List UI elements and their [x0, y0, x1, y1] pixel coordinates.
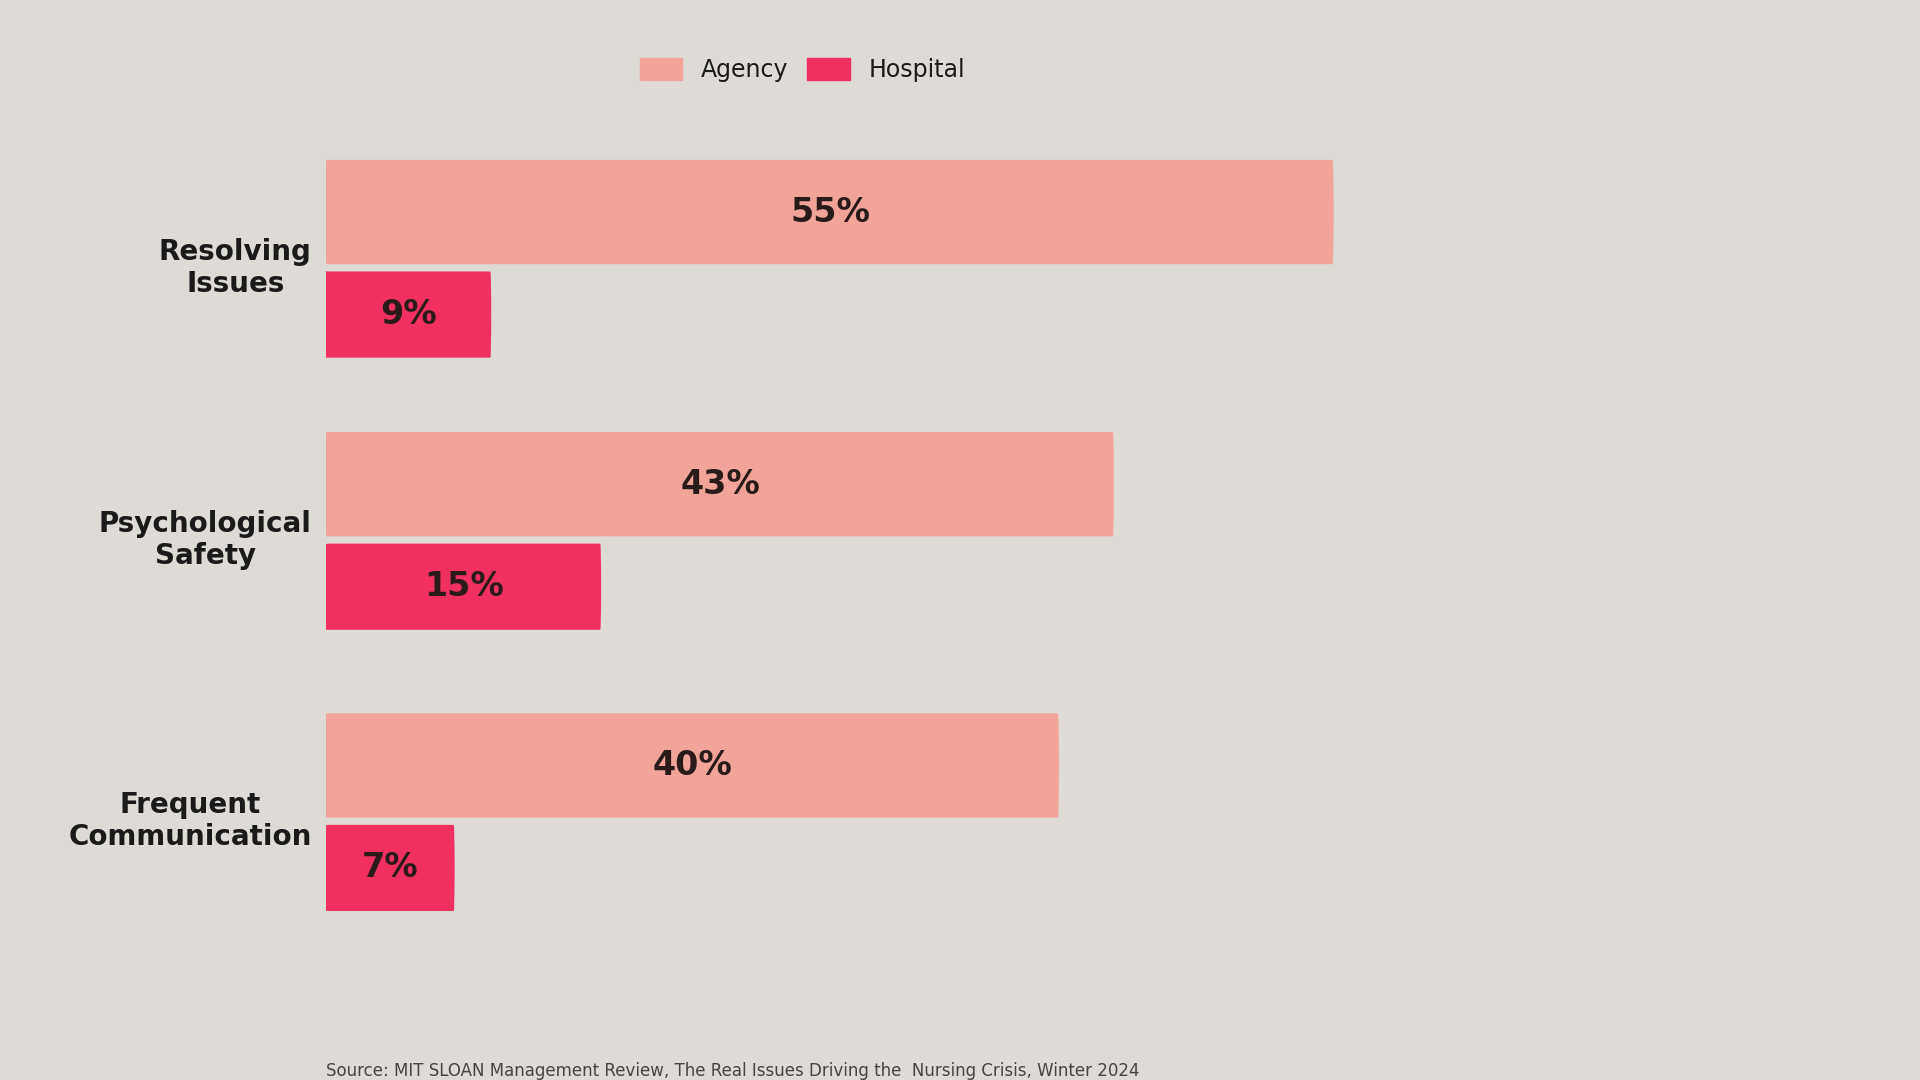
Text: 40%: 40% — [653, 748, 733, 782]
Text: 15%: 15% — [424, 570, 503, 604]
FancyBboxPatch shape — [326, 713, 1060, 818]
FancyBboxPatch shape — [326, 825, 455, 912]
Text: 43%: 43% — [680, 468, 760, 501]
Text: Frequent
Communication: Frequent Communication — [69, 791, 311, 851]
Legend: Agency, Hospital: Agency, Hospital — [630, 49, 975, 92]
Text: Psychological
Safety: Psychological Safety — [98, 510, 311, 570]
FancyBboxPatch shape — [326, 543, 601, 630]
Text: 55%: 55% — [791, 195, 870, 229]
FancyBboxPatch shape — [326, 160, 1334, 265]
FancyBboxPatch shape — [326, 271, 492, 357]
Text: Source: MIT SLOAN Management Review, The Real Issues Driving the  Nursing Crisis: Source: MIT SLOAN Management Review, The… — [326, 1062, 1140, 1080]
Text: 9%: 9% — [380, 298, 438, 332]
FancyBboxPatch shape — [326, 432, 1114, 537]
Text: 7%: 7% — [363, 851, 419, 885]
Text: Resolving
Issues: Resolving Issues — [159, 238, 311, 298]
